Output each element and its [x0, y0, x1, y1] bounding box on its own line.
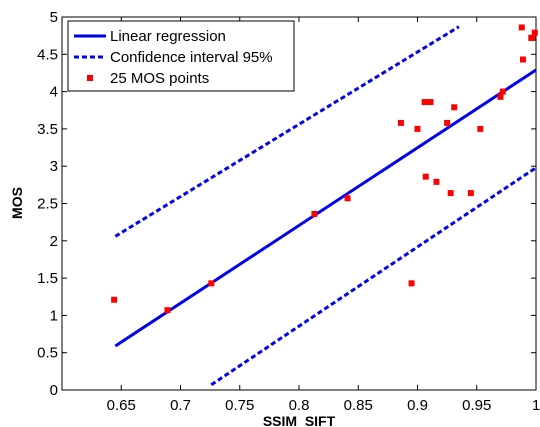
confidence-interval-line — [210, 166, 537, 387]
mos-data-point — [421, 99, 428, 106]
mos-data-point — [444, 119, 451, 126]
mos-data-point — [518, 24, 525, 31]
mos-data-point — [531, 29, 538, 36]
mos-data-point — [164, 307, 171, 314]
mos-data-point — [408, 280, 415, 287]
mos-data-point — [414, 125, 421, 132]
mos-data-point — [467, 190, 474, 197]
mos-data-point — [397, 119, 404, 126]
mos-data-point — [519, 56, 526, 63]
legend-label-points: 25 MOS points — [110, 70, 209, 87]
y-tick-label: 2 — [50, 233, 58, 250]
y-tick-label: 0 — [50, 382, 58, 399]
y-tick-label: 1.5 — [37, 270, 58, 287]
mos-data-point — [208, 280, 215, 287]
mos-data-point — [451, 104, 458, 111]
confidence-interval-line — [114, 25, 460, 238]
legend-label-regression: Linear regression — [110, 28, 226, 45]
mos-data-point — [427, 99, 434, 106]
mos-data-point — [499, 88, 506, 95]
x-tick-label: 0.65 — [107, 397, 136, 414]
y-tick-label: 0.5 — [37, 345, 58, 362]
x-tick-label: 0.85 — [344, 397, 373, 414]
mos-data-point — [344, 195, 351, 202]
y-tick-label: 3 — [50, 158, 58, 175]
y-tick-label: 3.5 — [37, 121, 58, 138]
mos-data-point — [529, 34, 536, 41]
y-tick-label: 2.5 — [37, 196, 58, 213]
x-axis-label: SSIM_SIFT — [263, 413, 336, 427]
mos-data-point — [311, 210, 318, 217]
series-layer — [111, 24, 538, 387]
legend-label-confidence: Confidence interval 95% — [110, 49, 273, 66]
x-tick-label: 0.95 — [462, 397, 491, 414]
x-tick-label: 0.8 — [289, 397, 310, 414]
y-axis-label: MOS — [9, 187, 25, 219]
mos-data-point — [422, 173, 429, 180]
mos-data-point — [447, 190, 454, 197]
legend-swatch-points — [87, 75, 93, 81]
legend: Linear regression Confidence interval 95… — [67, 20, 295, 92]
regression-line — [114, 68, 537, 348]
y-tick-label: 4.5 — [37, 46, 58, 63]
x-tick-label: 0.9 — [407, 397, 428, 414]
y-tick-label: 1 — [50, 307, 58, 324]
x-tick-label: 1 — [532, 397, 540, 414]
legend-box — [67, 20, 295, 92]
y-tick-label: 4 — [50, 84, 58, 101]
x-tick-label: 0.7 — [170, 397, 191, 414]
mos-data-point — [111, 296, 118, 303]
y-tick-label: 5 — [50, 9, 58, 26]
mos-data-point — [433, 178, 440, 185]
x-tick-label: 0.75 — [225, 397, 254, 414]
mos-data-point — [497, 93, 504, 100]
mos-data-point — [477, 125, 484, 132]
axes-layer: 0.65 0.7 0.75 0.8 0.85 0.9 0.95 1 0 0.5 1 1.5 2 2.5 3 3… — [37, 9, 540, 414]
